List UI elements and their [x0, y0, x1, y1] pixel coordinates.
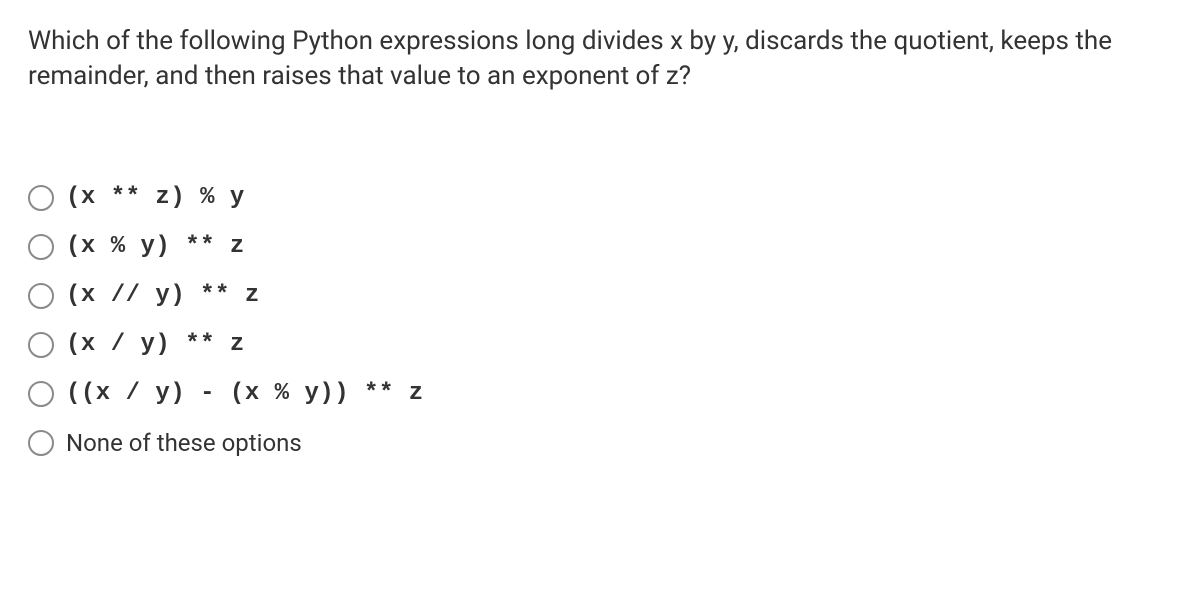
- option-label: (x / y) ** z: [66, 331, 245, 358]
- option-2[interactable]: (x % y) ** z: [28, 233, 1172, 260]
- option-label: None of these options: [66, 429, 302, 457]
- option-5[interactable]: ((x / y) - (x % y)) ** z: [28, 380, 1172, 407]
- quiz-container: Which of the following Python expression…: [0, 0, 1200, 481]
- option-6[interactable]: None of these options: [28, 429, 1172, 457]
- question-text: Which of the following Python expression…: [28, 24, 1172, 94]
- option-label: (x // y) ** z: [66, 282, 260, 309]
- option-label: (x % y) ** z: [66, 233, 245, 260]
- option-label: ((x / y) - (x % y)) ** z: [66, 380, 424, 407]
- option-3[interactable]: (x // y) ** z: [28, 282, 1172, 309]
- radio-icon[interactable]: [28, 332, 54, 358]
- radio-icon[interactable]: [28, 381, 54, 407]
- options-group: (x ** z) % y (x % y) ** z (x // y) ** z …: [28, 184, 1172, 457]
- option-1[interactable]: (x ** z) % y: [28, 184, 1172, 211]
- radio-icon[interactable]: [28, 185, 54, 211]
- radio-icon[interactable]: [28, 283, 54, 309]
- option-label: (x ** z) % y: [66, 184, 245, 211]
- radio-icon[interactable]: [28, 234, 54, 260]
- radio-icon[interactable]: [28, 430, 54, 456]
- option-4[interactable]: (x / y) ** z: [28, 331, 1172, 358]
